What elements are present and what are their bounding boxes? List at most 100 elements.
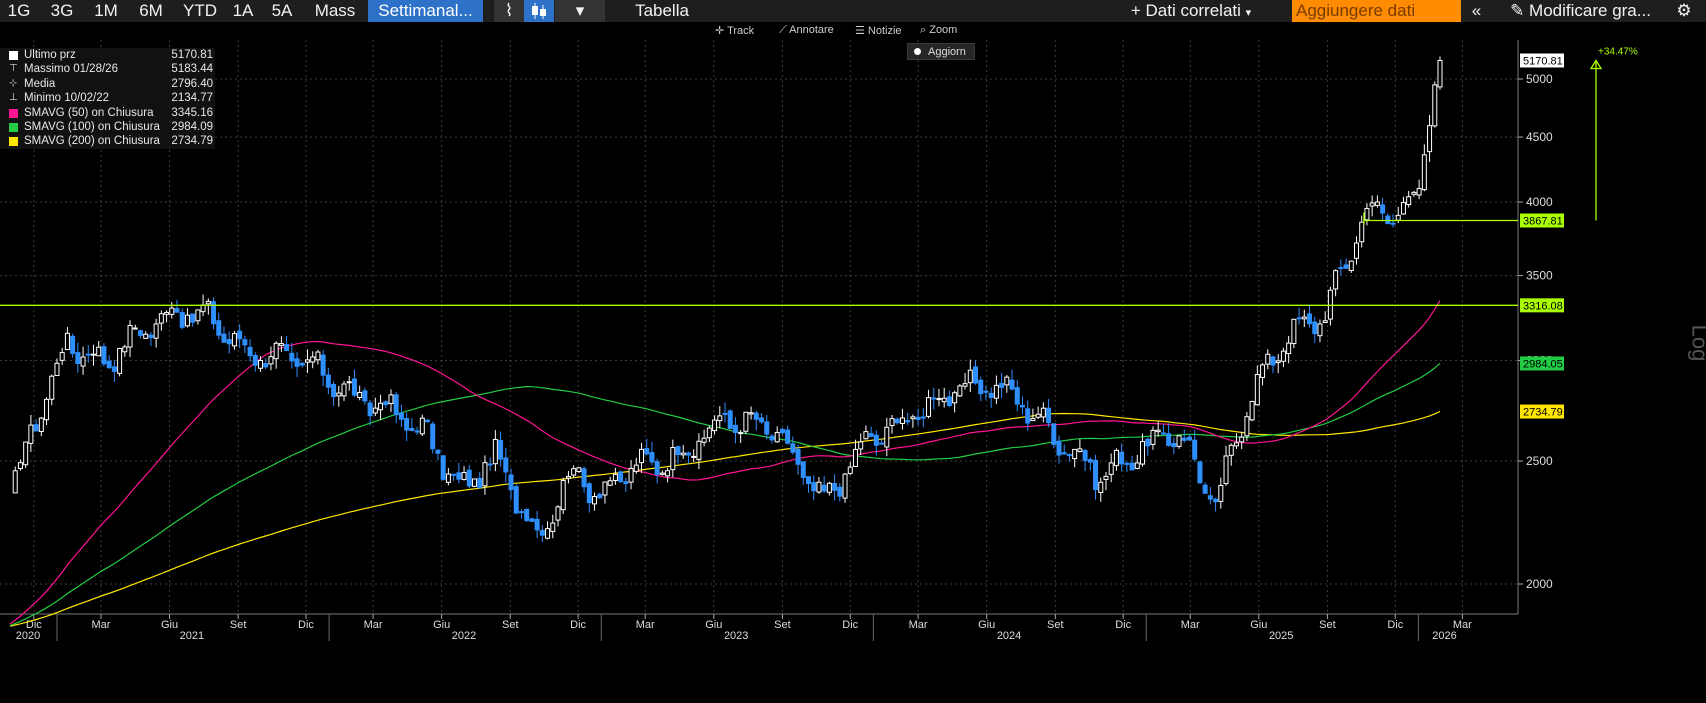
period-tab-6[interactable]: 5A <box>271 1 293 20</box>
table-button[interactable]: Tabella <box>635 1 689 20</box>
candle-up <box>1103 475 1109 480</box>
candle-down <box>1207 495 1213 500</box>
period-tab-0[interactable]: 1G <box>7 1 31 20</box>
track-tool[interactable]: ✛ Track <box>715 25 755 37</box>
candle-up <box>357 391 363 399</box>
legend-value: 2734.79 <box>171 135 213 148</box>
candle-down <box>466 469 472 487</box>
candle-down <box>508 474 514 490</box>
period-tab-3[interactable]: 6M <box>139 1 163 20</box>
candle-up <box>1280 350 1286 362</box>
candle-down <box>284 344 290 352</box>
legend-color-swatch <box>9 137 18 147</box>
x-month-label: Set <box>774 619 791 631</box>
candle-down <box>999 382 1005 388</box>
candle-up <box>17 462 23 470</box>
candle-up <box>1406 196 1412 206</box>
candle-down <box>263 363 269 368</box>
legend-row[interactable]: ⊤ Massimo 01/28/26 5183.44 <box>0 62 215 76</box>
refresh-button[interactable]: Aggiorn <box>907 43 975 60</box>
candle-down <box>137 330 143 336</box>
candle-down <box>1202 484 1208 494</box>
candle-up <box>717 415 723 422</box>
x-month-label: Mar <box>91 619 110 631</box>
candle-up <box>1072 448 1078 460</box>
candle-down <box>1082 450 1088 461</box>
legend-label: SMAVG (100) on Chiusura <box>24 120 160 133</box>
candle-up <box>59 352 65 361</box>
add-data-input[interactable]: Aggiungere dati <box>1292 0 1461 22</box>
candle-down <box>518 511 524 514</box>
period-tab-8[interactable]: Settimanal... <box>368 0 483 22</box>
annotate-tool[interactable]: ⟋ Annotare <box>779 24 834 36</box>
candle-down <box>1014 387 1020 405</box>
line-chart-icon[interactable]: ⌇ <box>494 0 524 22</box>
candle-up <box>816 481 822 493</box>
candle-up <box>926 397 932 417</box>
candle-down <box>70 335 76 354</box>
candle-up <box>706 427 712 439</box>
period-tab-4[interactable]: YTD <box>183 1 217 20</box>
candle-up <box>1150 429 1156 445</box>
candle-up <box>1432 84 1438 127</box>
candle-down <box>795 448 801 465</box>
news-tool[interactable]: ☰ Notizie <box>855 25 902 37</box>
related-data-button[interactable]: + Dati correlati ▾ <box>1110 0 1272 22</box>
candle-up <box>492 438 498 465</box>
candle-up <box>1228 444 1234 456</box>
period-tab-2[interactable]: 1M <box>94 1 118 20</box>
candle-down <box>414 430 420 433</box>
candle-down <box>1385 215 1391 225</box>
candle-up <box>1400 202 1406 215</box>
annotate-label: Annotare <box>789 24 834 36</box>
track-label: Track <box>727 25 755 37</box>
candle-up <box>1327 289 1333 320</box>
candle-down <box>85 353 91 356</box>
collapse-icon[interactable]: « <box>1471 1 1482 20</box>
candle-up <box>1427 125 1433 153</box>
news-label: Notizie <box>867 25 902 37</box>
candle-down <box>513 486 519 514</box>
y-tick-label: 4000 <box>1526 195 1553 209</box>
candle-down <box>226 339 232 345</box>
period-tab-5[interactable]: 1A <box>232 1 254 20</box>
candle-up <box>471 478 477 487</box>
legend-row[interactable]: ⊥ Minimo 10/02/22 2134.77 <box>0 91 215 105</box>
candle-down <box>946 396 952 407</box>
candle-down <box>320 354 326 376</box>
candle-up <box>565 476 571 479</box>
period-tab-7[interactable]: Mass <box>314 1 356 20</box>
legend-row[interactable]: SMAVG (200) on Chiusura 2734.79 <box>0 134 215 148</box>
candle-up <box>1113 449 1119 467</box>
gear-icon[interactable]: ⚙ <box>1676 1 1692 20</box>
legend-row[interactable]: SMAVG (100) on Chiusura 2984.09 <box>0 120 215 134</box>
x-month-label: Giu <box>161 619 178 631</box>
chart-type-dropdown[interactable]: ▾ <box>555 0 605 22</box>
candlestick-icon[interactable] <box>524 0 554 22</box>
candle-down <box>675 446 681 456</box>
zoom-tool[interactable]: ⌕ Zoom <box>920 24 958 36</box>
price-label-text: 5170.81 <box>1523 55 1563 67</box>
legend-row[interactable]: ⊹ Media 2796.40 <box>0 77 215 91</box>
period-tab-1[interactable]: 3G <box>50 1 74 20</box>
price-label-box <box>1520 213 1564 228</box>
legend-color-swatch <box>9 51 18 60</box>
edit-chart-button[interactable]: ✎ Modificare gra... <box>1497 0 1664 22</box>
sma200-line <box>9 410 1441 627</box>
candle-up <box>555 506 561 521</box>
candle-up <box>127 324 133 348</box>
legend-value: 2134.77 <box>171 92 213 105</box>
candle-up <box>258 359 264 369</box>
candle-up <box>696 440 702 460</box>
candle-up <box>1301 316 1307 320</box>
legend-row[interactable]: Ultimo prz 5170.81 <box>0 48 215 62</box>
candle-up <box>941 397 947 403</box>
legend-label: Media <box>24 77 56 90</box>
candle-down <box>988 392 994 398</box>
candle-up <box>1437 59 1443 88</box>
y-tick-label: 3500 <box>1526 269 1553 283</box>
legend-row[interactable]: SMAVG (50) on Chiusura 3345.16 <box>0 106 215 120</box>
candle-down <box>75 352 81 365</box>
candle-up <box>23 441 29 466</box>
